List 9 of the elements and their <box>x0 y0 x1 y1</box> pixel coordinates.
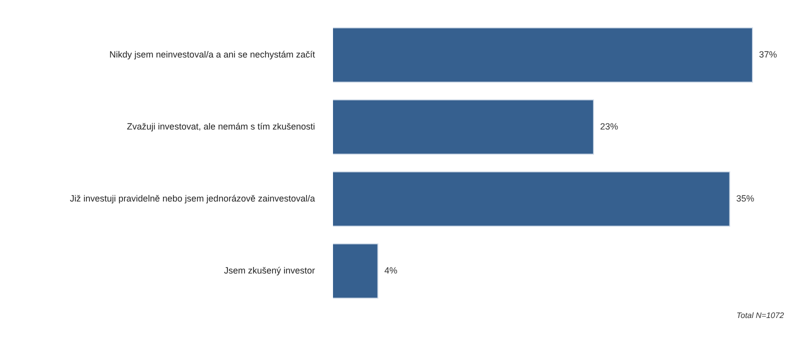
data-label: 4% <box>384 265 398 276</box>
y-tick-label: Zvažuji investovat, ale nemám s tím zkušenosti <box>126 121 315 132</box>
y-tick-label: Jsem zkušený investor <box>224 265 315 276</box>
text: Total N=1072 <box>736 311 785 320</box>
y-tick-label: Nikdy jsem neinvestoval/a a ani se nechystám začít <box>109 49 316 60</box>
data-label: 23% <box>600 121 618 132</box>
y-tick-label: Již investuji pravidelně nebo jsem jednorázově zainvestoval/a <box>70 193 315 204</box>
data-label: 37% <box>759 49 778 60</box>
data-label: 35% <box>736 193 754 204</box>
